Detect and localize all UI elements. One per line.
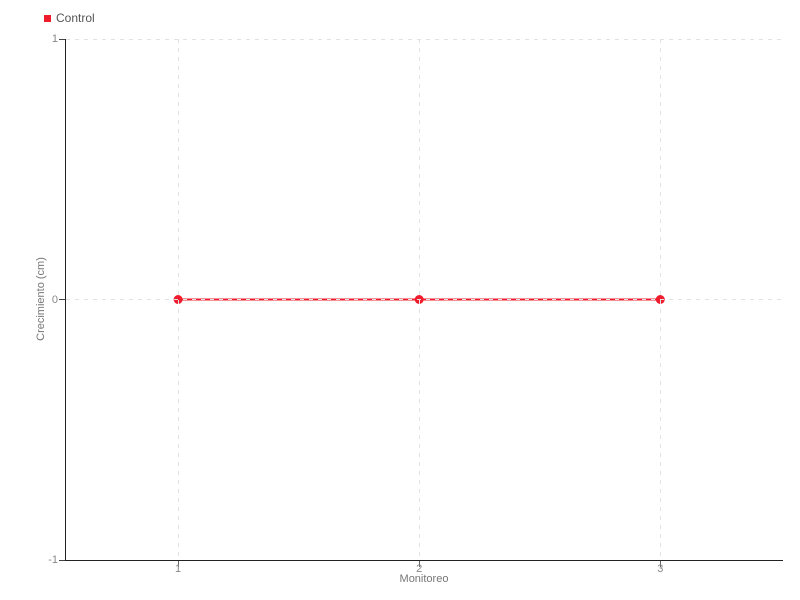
y-axis-line <box>65 39 66 561</box>
y-tick-label: 1 <box>51 33 58 45</box>
x-tick-mark-3 <box>659 561 661 567</box>
legend-label: Control <box>56 11 95 25</box>
x-tick-label: 3 <box>657 563 664 575</box>
y-tick-label: 0 <box>51 293 58 306</box>
y-tick-mark--1 <box>59 559 65 561</box>
x-tick-label: 1 <box>175 563 182 575</box>
gridline-y-1 <box>66 38 782 40</box>
y-tick-mark-1 <box>59 38 65 40</box>
x-tick-labels: 1 2 3 <box>66 563 782 575</box>
gridline-y-0 <box>66 299 782 300</box>
y-axis-title: Crecimiento (cm) <box>35 257 47 341</box>
x-axis-title: Monitoreo <box>399 573 449 585</box>
x-tick-mark-1 <box>177 561 179 567</box>
legend: Control <box>44 11 95 25</box>
y-tick-labels: 1 0 -1 <box>0 33 60 566</box>
legend-swatch-icon <box>44 14 51 22</box>
y-tick-mark-0 <box>59 299 65 300</box>
x-axis-line <box>65 560 783 561</box>
x-tick-label: 2 <box>416 563 423 575</box>
y-tick-label: -1 <box>48 554 58 566</box>
plot-area <box>59 38 782 567</box>
x-tick-mark-2 <box>418 561 420 567</box>
legend-item-control[interactable]: Control <box>44 11 95 25</box>
